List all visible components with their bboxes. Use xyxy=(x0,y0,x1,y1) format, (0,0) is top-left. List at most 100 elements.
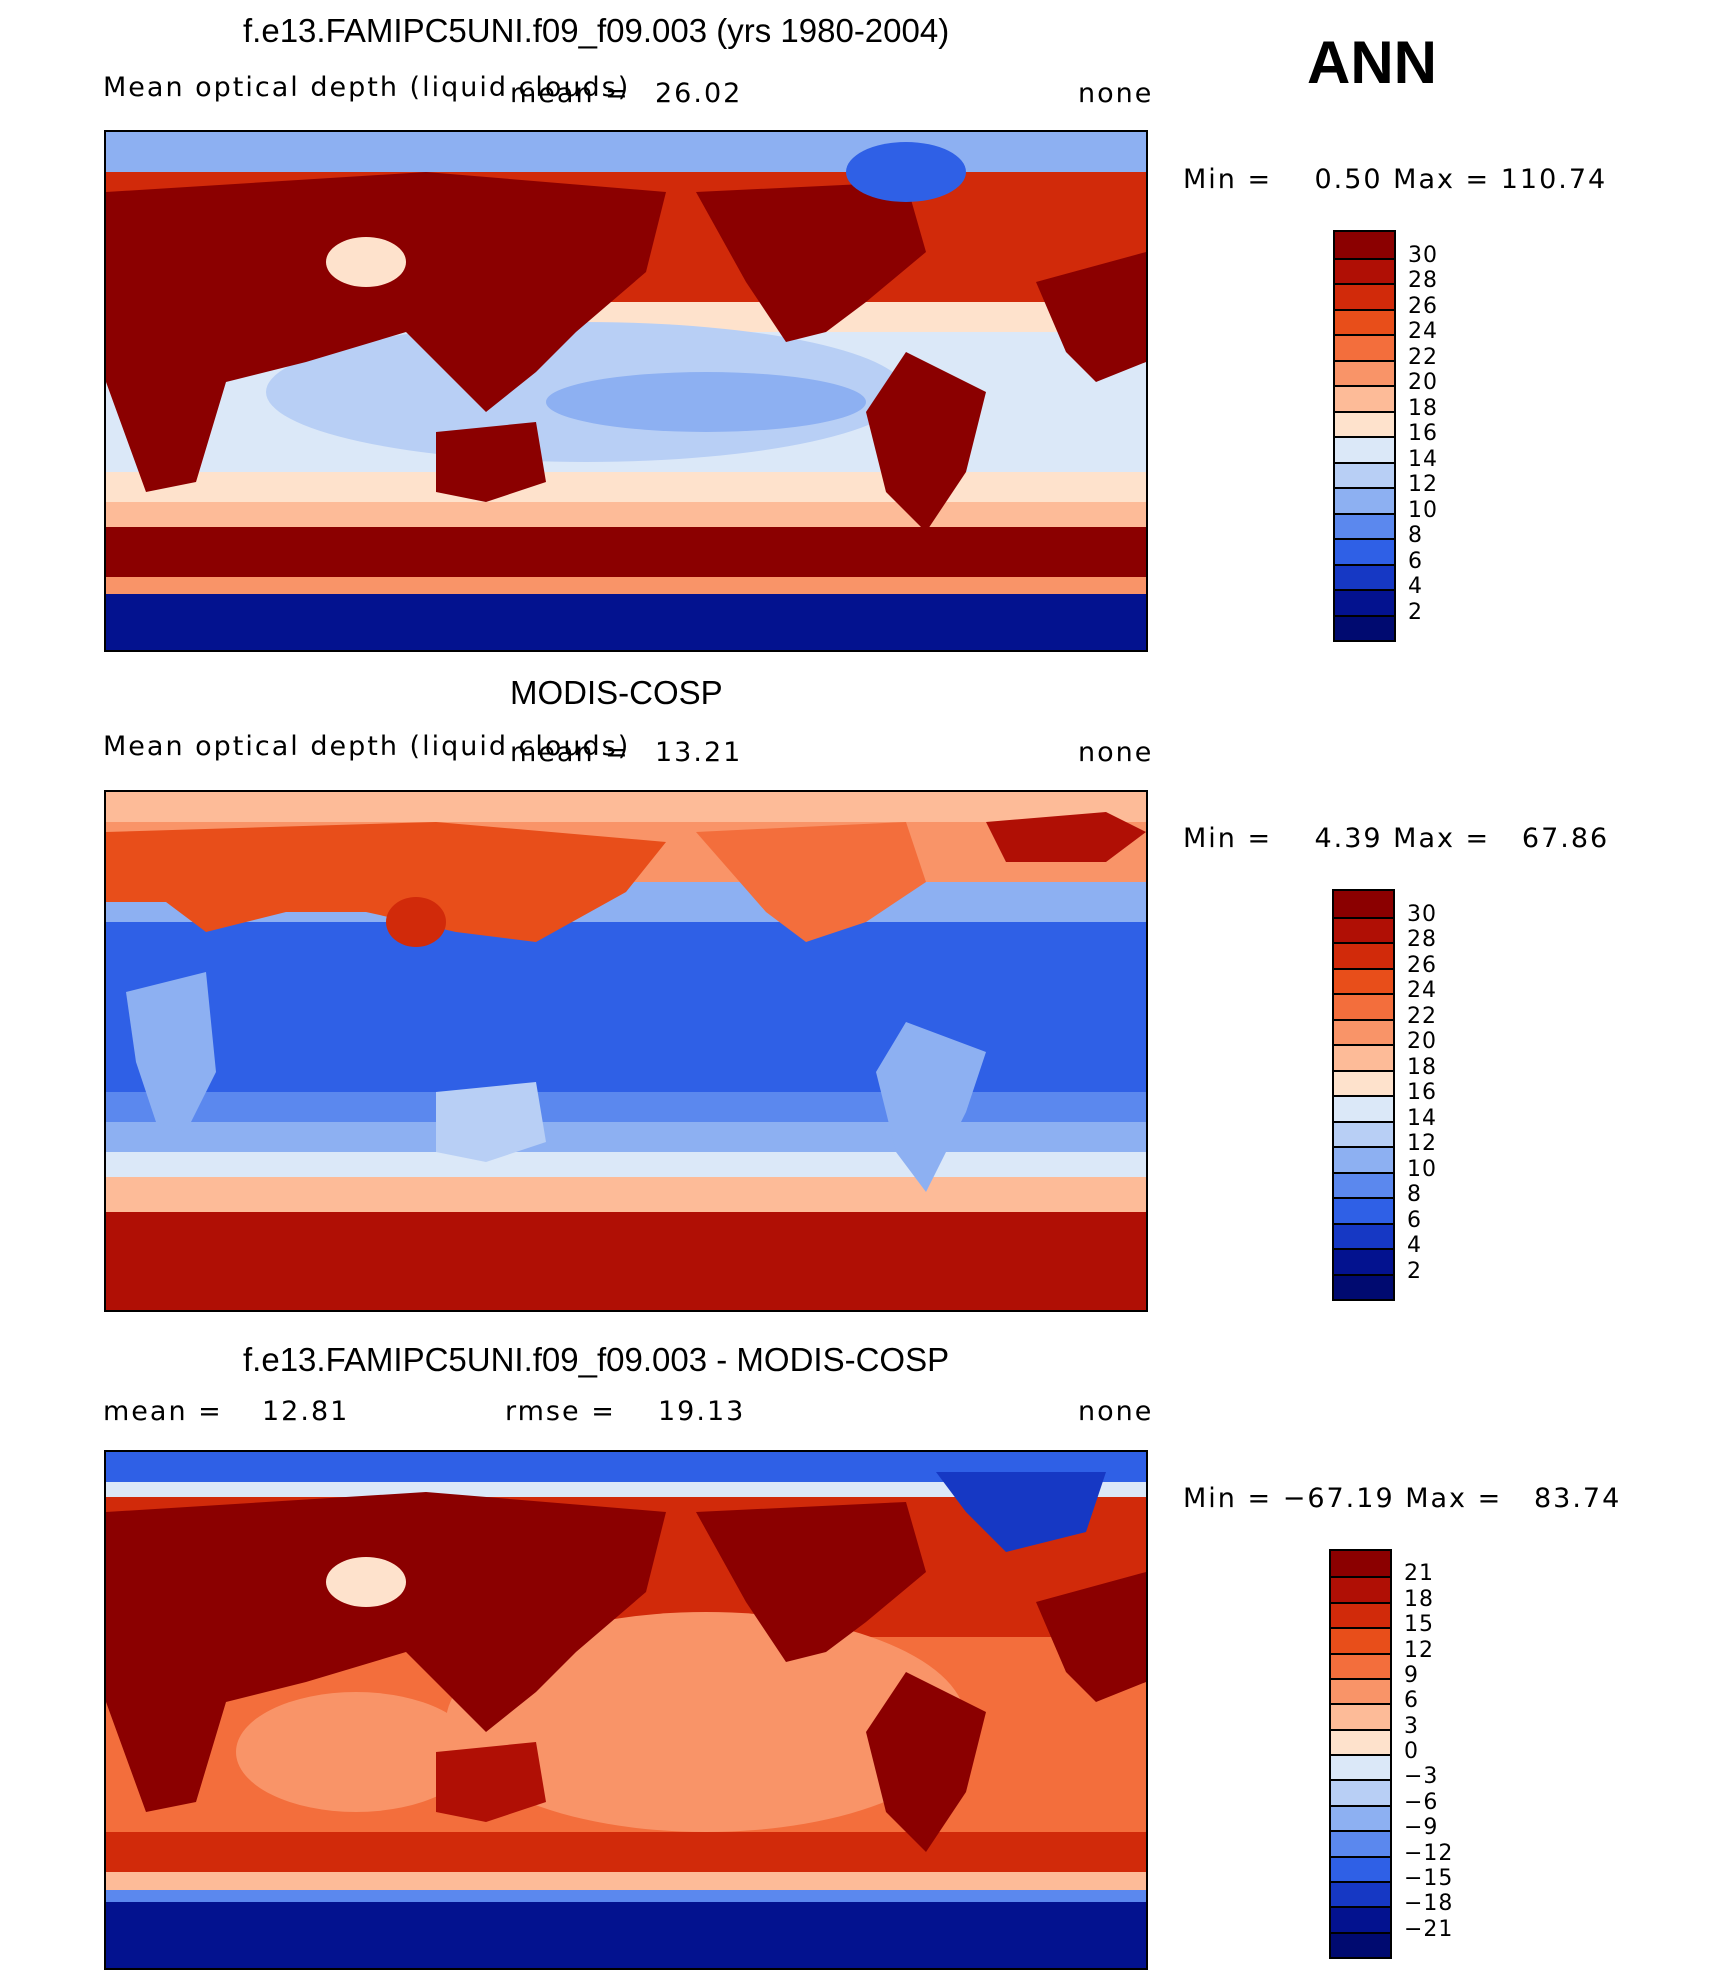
colorbar-tick-label: 10 xyxy=(1407,1156,1437,1182)
colorbar-segment xyxy=(1335,487,1394,513)
colorbar-segment xyxy=(1334,1044,1393,1070)
colorbar-segment xyxy=(1335,589,1394,615)
colorbar-segment xyxy=(1331,1551,1390,1577)
colorbar-segment xyxy=(1334,916,1393,942)
panel2-title: MODIS-COSP xyxy=(510,674,723,711)
colorbar-segment xyxy=(1331,1804,1390,1831)
colorbar-tick-label: 20 xyxy=(1407,1029,1437,1054)
panel3-map xyxy=(104,1450,1148,1970)
colorbar-tick-label: 4 xyxy=(1407,1233,1422,1258)
panel3-units: none xyxy=(1078,1396,1154,1427)
colorbar-tick-label: 14 xyxy=(1408,446,1438,472)
colorbar-segment xyxy=(1335,385,1394,411)
colorbar-segment xyxy=(1331,1855,1390,1881)
colorbar-segment xyxy=(1334,1248,1393,1274)
colorbar-tick-label: −9 xyxy=(1404,1815,1439,1841)
colorbar-tick-label: 28 xyxy=(1408,268,1438,293)
colorbar-segment xyxy=(1331,1728,1390,1754)
colorbar-tick-label: 24 xyxy=(1408,319,1438,344)
colorbar-tick-label: 24 xyxy=(1407,978,1437,1003)
panel1-minmax: Min = 0.50 Max = 110.74 xyxy=(1183,164,1608,195)
colorbar-segment xyxy=(1335,436,1394,462)
colorbar-segment xyxy=(1331,1576,1390,1602)
colorbar-tick-label: 8 xyxy=(1408,523,1423,548)
colorbar-segment xyxy=(1334,1273,1393,1299)
colorbar-tick-label: −6 xyxy=(1404,1789,1439,1815)
panel1-mean-label: mean = xyxy=(510,78,630,109)
colorbar-segment xyxy=(1334,1171,1393,1197)
colorbar-tick-label: 3 xyxy=(1404,1713,1419,1739)
colorbar-segment xyxy=(1334,942,1393,968)
colorbar-segment xyxy=(1335,512,1394,538)
colorbar-tick-label: 10 xyxy=(1408,497,1438,523)
colorbar-tick-label: 28 xyxy=(1407,927,1437,952)
colorbar-tick-label: −21 xyxy=(1404,1916,1454,1942)
colorbar-tick-label: 15 xyxy=(1404,1612,1434,1638)
colorbar-tick-label: 14 xyxy=(1407,1105,1437,1131)
panel1-colorbar xyxy=(1333,230,1396,642)
colorbar-tick-label: 22 xyxy=(1407,1003,1437,1029)
panel3-mean-value: 12.81 xyxy=(262,1396,350,1427)
colorbar-segment xyxy=(1335,538,1394,564)
colorbar-segment xyxy=(1335,334,1394,360)
colorbar-segment xyxy=(1331,1906,1390,1932)
colorbar-tick-label: 8 xyxy=(1407,1182,1422,1207)
panel2-variable: Mean optical depth (liquid clouds) xyxy=(103,731,631,762)
panel1-mean-value: 26.02 xyxy=(655,78,743,109)
colorbar-tick-label: 30 xyxy=(1408,242,1438,268)
colorbar-segment xyxy=(1335,283,1394,309)
colorbar-segment xyxy=(1335,461,1394,487)
colorbar-tick-label: 6 xyxy=(1408,548,1423,574)
colorbar-tick-label: 16 xyxy=(1407,1080,1437,1105)
colorbar-segment xyxy=(1331,1627,1390,1653)
colorbar-segment xyxy=(1335,614,1394,640)
colorbar-segment xyxy=(1335,563,1394,589)
colorbar-segment xyxy=(1335,410,1394,436)
colorbar-tick-label: 18 xyxy=(1404,1586,1434,1612)
panel2-mean-label: mean = xyxy=(510,737,630,768)
colorbar-tick-label: 0 xyxy=(1404,1739,1419,1764)
colorbar-tick-label: −15 xyxy=(1404,1865,1454,1891)
panel1-map xyxy=(104,130,1148,652)
colorbar-segment xyxy=(1334,1095,1393,1121)
colorbar-tick-label: 6 xyxy=(1404,1688,1419,1714)
colorbar-tick-label: 9 xyxy=(1404,1662,1419,1688)
colorbar-segment xyxy=(1334,891,1393,917)
panel3-colorbar xyxy=(1329,1549,1392,1959)
panel2-map xyxy=(104,790,1148,1312)
colorbar-tick-label: 21 xyxy=(1404,1561,1434,1587)
colorbar-segment xyxy=(1334,1222,1393,1248)
colorbar-segment xyxy=(1331,1880,1390,1907)
panel2-mean-value: 13.21 xyxy=(655,737,743,768)
colorbar-segment xyxy=(1331,1754,1390,1780)
colorbar-tick-label: 2 xyxy=(1407,1258,1422,1284)
colorbar-segment xyxy=(1335,257,1394,283)
colorbar-segment xyxy=(1335,308,1394,334)
colorbar-segment xyxy=(1331,1830,1390,1856)
colorbar-tick-label: 22 xyxy=(1408,344,1438,370)
colorbar-segment xyxy=(1331,1652,1390,1678)
colorbar-segment xyxy=(1334,1146,1393,1172)
panel3-mean-label: mean = xyxy=(103,1396,223,1427)
season-label: ANN xyxy=(1307,29,1437,96)
colorbar-segment xyxy=(1334,1120,1393,1146)
colorbar-tick-label: 6 xyxy=(1407,1207,1422,1233)
colorbar-tick-label: 26 xyxy=(1407,952,1437,978)
panel1-variable: Mean optical depth (liquid clouds) xyxy=(103,72,631,103)
colorbar-segment xyxy=(1331,1677,1390,1704)
colorbar-tick-label: 2 xyxy=(1408,599,1423,625)
colorbar-tick-label: 12 xyxy=(1407,1131,1437,1156)
panel3-rmse-label: rmse = xyxy=(505,1396,616,1427)
colorbar-tick-label: 12 xyxy=(1404,1637,1434,1663)
panel2-minmax: Min = 4.39 Max = 67.86 xyxy=(1183,823,1610,854)
colorbar-segment xyxy=(1331,1779,1390,1805)
colorbar-tick-label: 20 xyxy=(1408,370,1438,395)
colorbar-tick-label: 18 xyxy=(1407,1054,1437,1080)
colorbar-segment xyxy=(1334,1018,1393,1044)
colorbar-tick-label: −12 xyxy=(1404,1840,1454,1866)
colorbar-segment xyxy=(1331,1703,1390,1729)
colorbar-segment xyxy=(1334,1069,1393,1095)
colorbar-tick-label: −18 xyxy=(1404,1891,1454,1917)
colorbar-tick-label: 30 xyxy=(1407,901,1437,927)
colorbar-tick-label: 4 xyxy=(1408,574,1423,599)
